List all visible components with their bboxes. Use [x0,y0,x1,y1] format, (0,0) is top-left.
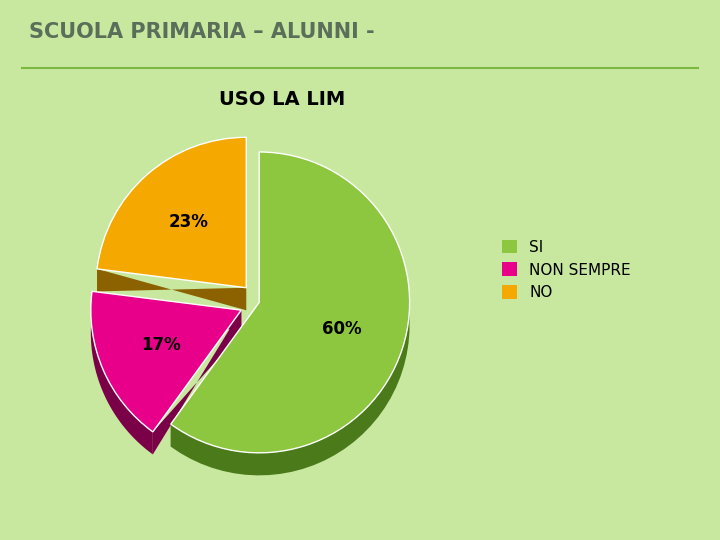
Wedge shape [91,291,241,432]
Polygon shape [97,269,246,310]
Polygon shape [92,291,241,333]
Polygon shape [171,302,259,447]
Polygon shape [91,305,153,455]
Text: 60%: 60% [323,320,362,339]
Polygon shape [153,310,241,455]
Text: 23%: 23% [168,213,209,231]
Wedge shape [171,152,410,453]
Wedge shape [97,137,246,288]
Text: SCUOLA PRIMARIA – ALUNNI -: SCUOLA PRIMARIA – ALUNNI - [29,22,374,42]
Polygon shape [171,298,410,475]
Legend: SI, NON SEMPRE, NO: SI, NON SEMPRE, NO [498,235,636,305]
Text: USO LA LIM: USO LA LIM [219,90,345,109]
Text: 17%: 17% [141,336,181,354]
